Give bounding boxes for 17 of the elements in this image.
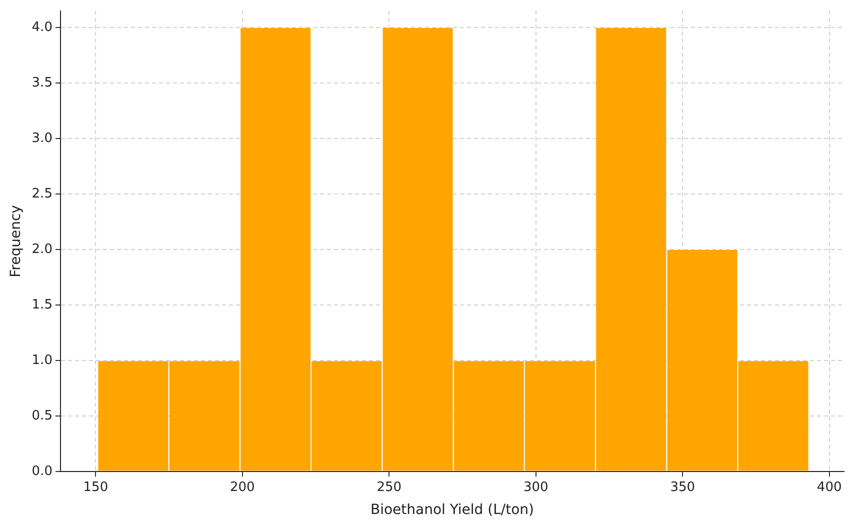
y-axis-title: Frequency xyxy=(8,205,24,278)
x-tick-label: 300 xyxy=(523,480,548,495)
x-tick-label: 400 xyxy=(816,480,842,495)
y-tick-label: 4.0 xyxy=(32,20,52,35)
y-tick-label: 0.0 xyxy=(32,464,52,479)
y-tick-label: 1.0 xyxy=(32,352,52,368)
y-tick-label: 2.0 xyxy=(32,242,52,257)
y-tick-label: 0.5 xyxy=(32,408,52,424)
y-tick-label: 1.5 xyxy=(32,297,52,312)
y-tick-label: 3.0 xyxy=(32,130,52,146)
x-axis-title: Bioethanol Yield (L/ton) xyxy=(370,502,534,518)
x-tick-label: 200 xyxy=(230,480,255,495)
y-tick-label: 2.5 xyxy=(32,186,52,202)
x-tick-label: 250 xyxy=(376,480,402,495)
x-tick-label: 350 xyxy=(670,480,696,495)
x-tick-label: 150 xyxy=(83,480,108,495)
y-tick-label: 3.5 xyxy=(32,75,52,90)
